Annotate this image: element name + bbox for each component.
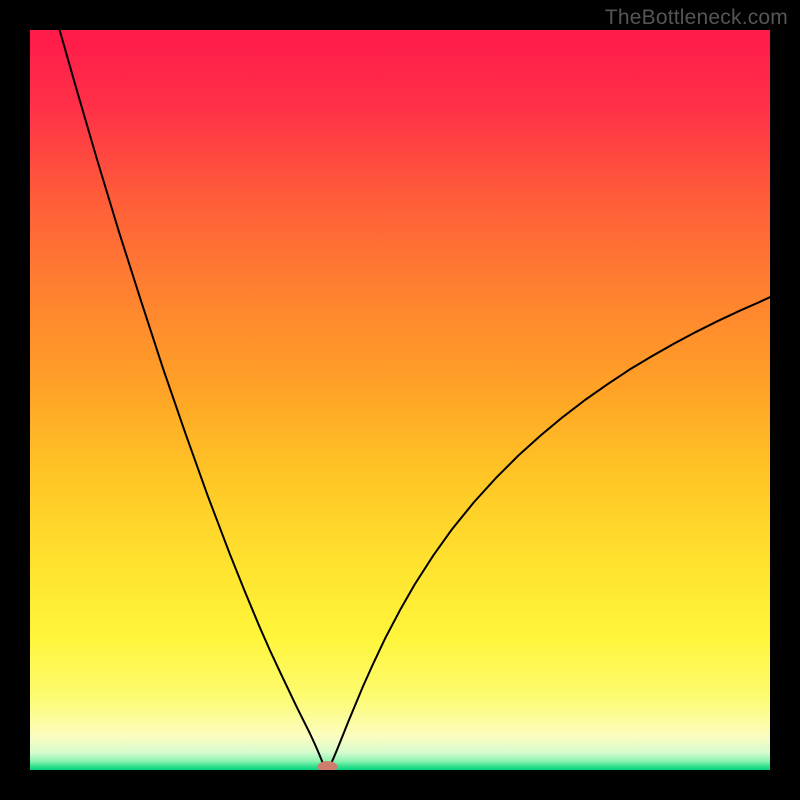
bottleneck-chart — [30, 30, 770, 770]
watermark-text: TheBottleneck.com — [605, 6, 788, 30]
gradient-background — [30, 30, 770, 770]
plot-area — [30, 30, 770, 770]
chart-frame: TheBottleneck.com — [0, 0, 800, 800]
